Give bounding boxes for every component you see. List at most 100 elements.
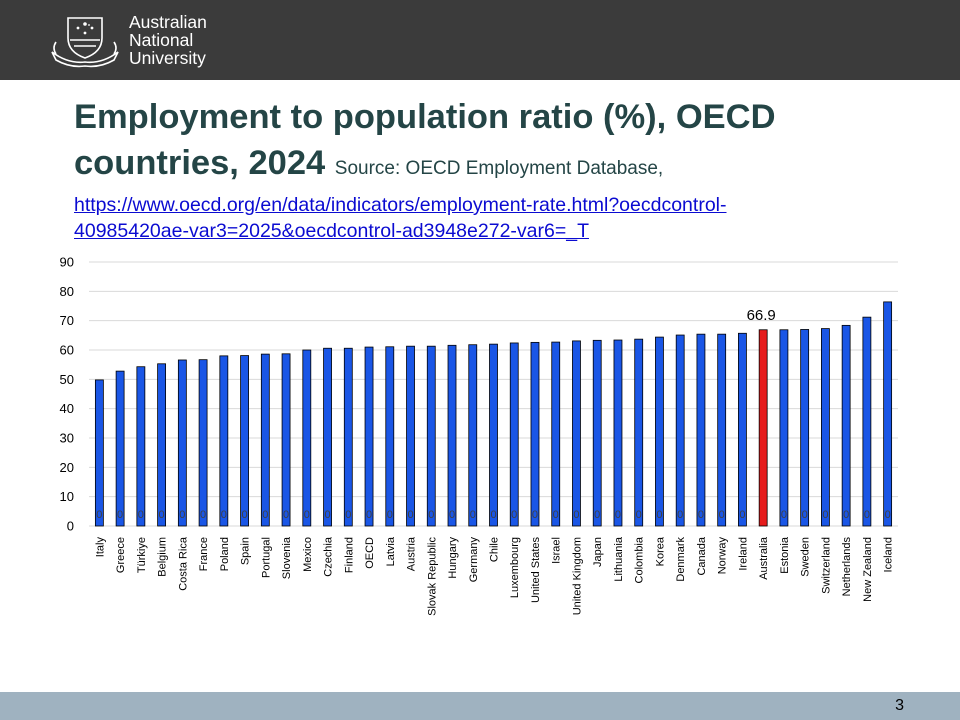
zero-label: 0 [781,509,787,521]
bar-oecd [364,346,374,527]
zero-label: 0 [117,509,123,521]
y-tick-label: 90 [60,255,74,270]
zero-label: 0 [885,509,891,521]
page-number: 3 [895,697,904,714]
zero-label: 0 [656,509,662,521]
y-tick-label: 30 [60,431,74,446]
zero-label: 0 [532,509,538,521]
zero-label: 0 [698,509,704,521]
bar-spain [240,355,249,527]
zero-label: 0 [304,509,310,521]
x-tick-label: Norway [717,537,729,575]
x-tick-label: Slovenia [281,536,293,579]
bar-lithuania [613,339,623,527]
bar-canada [696,333,706,527]
bar-switzerland [820,328,830,527]
bar-japan [592,339,602,527]
chart-annotation: 66.9 [747,307,776,324]
x-tick-label: Germany [468,537,480,583]
bar-sweden [800,329,810,527]
x-tick-label: Australia [758,536,770,580]
y-tick-label: 50 [60,372,74,387]
bar-norway [717,333,727,527]
x-tick-label: Luxembourg [509,537,521,598]
x-tick-label: Netherlands [841,537,853,597]
source-link-line-1[interactable]: https://www.oecd.org/en/data/indicators/… [74,194,727,216]
x-tick-label: Costa Rica [177,536,189,591]
zero-label: 0 [242,509,248,521]
x-tick-label: Estonia [779,536,791,574]
bar-luxembourg [509,342,519,527]
bar-australia [758,329,768,527]
zero-label: 0 [366,509,372,521]
zero-label: 0 [636,509,642,521]
x-tick-label: Czechia [323,536,335,577]
y-axis: 0 10 20 30 40 50 60 70 80 90 [60,255,74,534]
zero-label: 0 [96,509,102,521]
zero-label: 0 [615,509,621,521]
x-tick-label: Mexico [302,537,314,572]
bar-czechia [323,347,332,527]
zero-label: 0 [822,509,828,521]
x-tick-label: Lithuania [613,536,625,582]
x-tick-label: Belgium [157,537,169,577]
bar-finland [343,347,353,527]
bar-slovak-republic [426,345,436,527]
zero-label: 0 [864,509,870,521]
x-tick-label: Canada [696,536,708,575]
zero-label: 0 [159,509,165,521]
logo-line: Australian [129,12,207,32]
zero-label: 0 [179,509,185,521]
bar-united-states [530,341,540,527]
bar-ireland [738,332,747,527]
y-tick-label: 60 [60,343,74,358]
anu-logo-text: Australian National University [129,13,207,67]
slide-title-text: Employment to population ratio (%), OECD… [74,98,776,182]
x-tick-label: Slovak Republic [426,537,438,616]
zero-label: 0 [594,509,600,521]
zero-label: 0 [490,509,496,521]
x-tick-label: Switzerland [820,537,832,594]
chart-bars [94,301,893,527]
bar-slovenia [281,353,291,527]
bar-hungary [447,344,457,527]
y-tick-label: 70 [60,313,74,328]
zero-label: 0 [511,509,517,521]
logo-line: University [129,48,206,68]
x-tick-label: Portugal [260,537,272,578]
anu-crest-icon [51,17,119,68]
zero-label: 0 [470,509,476,521]
bar-israel [551,341,561,527]
x-tick-label: Greece [115,537,127,573]
bar-portugal [260,353,270,527]
zero-label: 0 [283,509,289,521]
header-bar: Australian National University [0,0,960,80]
bar-korea [655,336,664,527]
x-tick-label: Ireland [737,537,749,571]
x-tick-label: Türkiye [136,537,148,573]
bar-colombia [634,338,644,527]
x-tick-label: France [198,537,210,571]
x-tick-label: Poland [219,537,231,571]
y-tick-label: 40 [60,401,74,416]
x-tick-label: OECD [364,537,376,569]
bar-latvia [385,346,395,527]
title-block: Employment to population ratio (%), OECD… [74,94,934,244]
bar-costa-rica [177,359,187,527]
y-tick-label: 10 [60,489,74,504]
bar-chile [489,343,498,527]
bar-france [198,359,208,527]
source-link-line-2[interactable]: 40985420ae-var3=2025&oecdcontrol-ad3948e… [74,220,589,242]
zero-label: 0 [802,509,808,521]
x-tick-label: Austria [406,536,418,571]
bar-united-kingdom [572,340,581,527]
slide-title: Employment to population ratio (%), OECD… [74,94,934,192]
zero-label: 0 [677,509,683,521]
zero-label: 0 [138,509,144,521]
bar-mexico [302,349,312,527]
x-tick-label: United States [530,537,542,604]
y-tick-label: 20 [60,460,74,475]
zero-label: 0 [719,509,725,521]
zero-label: 0 [387,509,393,521]
